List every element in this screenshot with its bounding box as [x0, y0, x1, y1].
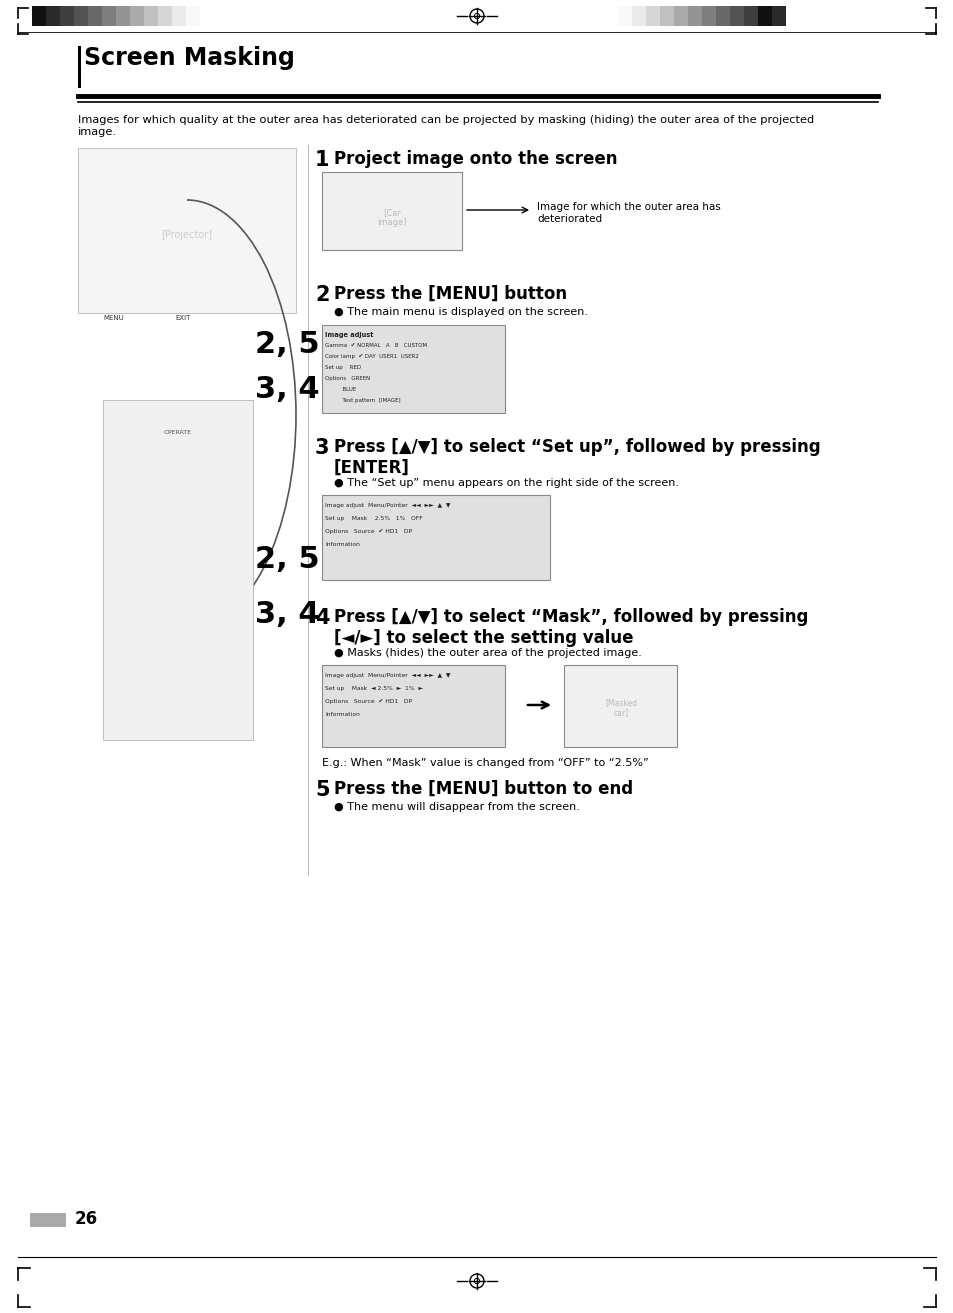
Text: 26: 26 [75, 1211, 98, 1228]
Text: ● Masks (hides) the outer area of the projected image.: ● Masks (hides) the outer area of the pr… [334, 649, 641, 658]
Text: MENU: MENU [103, 315, 124, 320]
Text: 1: 1 [314, 150, 329, 169]
Text: [Masked
car]: [Masked car] [604, 699, 637, 717]
Text: Press the [MENU] button: Press the [MENU] button [334, 285, 566, 303]
Text: Test pattern  [IMAGE]: Test pattern [IMAGE] [325, 398, 400, 403]
Text: Images for which quality at the outer area has deteriorated can be projected by : Images for which quality at the outer ar… [78, 116, 814, 137]
Bar [130, 7, 144, 26]
Bar [186, 7, 200, 26]
Text: Color lamp  ✔ DAY  USER1  USER2: Color lamp ✔ DAY USER1 USER2 [325, 355, 418, 358]
Text: Project image onto the screen: Project image onto the screen [334, 150, 617, 168]
Bar [46, 7, 60, 26]
Text: [Projector]: [Projector] [161, 230, 213, 240]
Text: ● The “Set up” menu appears on the right side of the screen.: ● The “Set up” menu appears on the right… [334, 478, 679, 488]
Bar [116, 7, 130, 26]
Bar [60, 7, 74, 26]
Bar [716, 7, 729, 26]
Text: E.g.: When “Mask” value is changed from “OFF” to “2.5%”: E.g.: When “Mask” value is changed from … [322, 758, 648, 768]
Text: 5: 5 [314, 780, 330, 800]
Text: Options   GREEN: Options GREEN [325, 376, 370, 381]
Text: Press [▲/▼] to select “Mask”, followed by pressing
[◄/►] to select the setting v: Press [▲/▼] to select “Mask”, followed b… [334, 608, 807, 647]
Bar [30, 1213, 66, 1228]
Text: Set up    Mask  ◄ 2.5%  ►  1%  ►: Set up Mask ◄ 2.5% ► 1% ► [325, 685, 422, 691]
Text: Set up    RED: Set up RED [325, 365, 361, 370]
Text: [Car
image]: [Car image] [376, 207, 406, 227]
Bar [74, 7, 88, 26]
Text: 2, 5: 2, 5 [254, 330, 319, 358]
Bar [563, 664, 677, 747]
Bar [322, 326, 504, 414]
Text: Image adjust  Menu/Pointer  ◄◄  ►►  ▲  ▼: Image adjust Menu/Pointer ◄◄ ►► ▲ ▼ [325, 674, 450, 678]
Text: Gamma  ✔ NORMAL   A   B   CUSTOM: Gamma ✔ NORMAL A B CUSTOM [325, 343, 427, 348]
Text: 4: 4 [314, 608, 329, 628]
Text: 3: 3 [314, 439, 329, 458]
Bar [322, 664, 504, 747]
Bar [172, 7, 186, 26]
Text: Press [▲/▼] to select “Set up”, followed by pressing
[ENTER]: Press [▲/▼] to select “Set up”, followed… [334, 439, 820, 477]
Text: 2, 5: 2, 5 [254, 545, 319, 574]
Bar [701, 7, 716, 26]
Text: ● The main menu is displayed on the screen.: ● The main menu is displayed on the scre… [334, 307, 587, 316]
Text: Information: Information [325, 712, 359, 717]
Text: 3, 4: 3, 4 [254, 600, 319, 629]
Bar [743, 7, 758, 26]
Bar [771, 7, 785, 26]
Text: Screen Masking: Screen Masking [84, 46, 294, 70]
Bar [673, 7, 687, 26]
Bar [78, 46, 81, 88]
Text: EXIT: EXIT [174, 315, 191, 320]
Text: 3, 4: 3, 4 [254, 376, 319, 404]
Text: Information: Information [325, 542, 359, 548]
Bar [758, 7, 771, 26]
Bar [78, 148, 295, 312]
Bar [32, 7, 46, 26]
Bar [322, 172, 461, 249]
Bar [158, 7, 172, 26]
Text: Press the [MENU] button to end: Press the [MENU] button to end [334, 780, 633, 798]
Bar [102, 7, 116, 26]
Text: OPERATE: OPERATE [164, 429, 192, 435]
Text: Set up    Mask    2.5%   1%   OFF: Set up Mask 2.5% 1% OFF [325, 516, 422, 521]
Bar [618, 7, 631, 26]
Text: Options   Source  ✔ HD1   DP: Options Source ✔ HD1 DP [325, 529, 412, 534]
Bar [103, 400, 253, 741]
Bar [645, 7, 659, 26]
Bar [631, 7, 645, 26]
Text: 2: 2 [314, 285, 329, 305]
Bar [659, 7, 673, 26]
Text: Image adjust: Image adjust [325, 332, 373, 337]
Bar [144, 7, 158, 26]
Bar [729, 7, 743, 26]
Bar [687, 7, 701, 26]
Text: Image for which the outer area has
deteriorated: Image for which the outer area has deter… [537, 202, 720, 223]
Text: ● The menu will disappear from the screen.: ● The menu will disappear from the scree… [334, 802, 579, 811]
Bar [322, 495, 550, 580]
Text: BLUE: BLUE [325, 387, 355, 393]
Bar [88, 7, 102, 26]
Text: Image adjust  Menu/Pointer  ◄◄  ►►  ▲  ▼: Image adjust Menu/Pointer ◄◄ ►► ▲ ▼ [325, 503, 450, 508]
Text: Options   Source  ✔ HD1   DP: Options Source ✔ HD1 DP [325, 699, 412, 704]
